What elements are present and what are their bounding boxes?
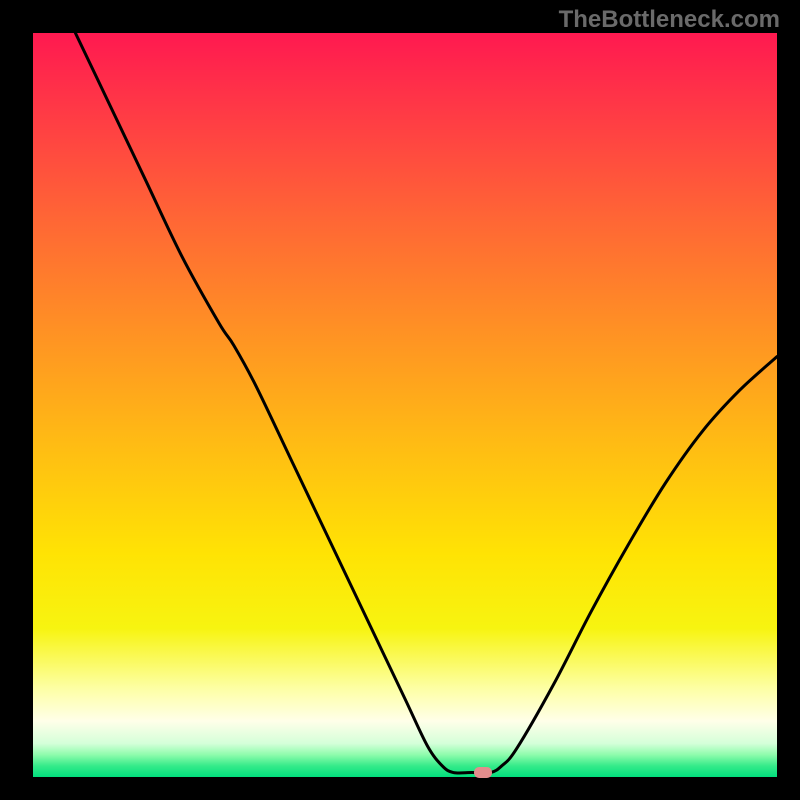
plot-area	[33, 33, 777, 777]
bottleneck-chart: TheBottleneck.com	[0, 0, 800, 800]
optimum-marker	[474, 767, 492, 778]
curve-path	[75, 33, 777, 773]
bottleneck-curve	[33, 33, 777, 777]
watermark-text: TheBottleneck.com	[559, 6, 780, 34]
